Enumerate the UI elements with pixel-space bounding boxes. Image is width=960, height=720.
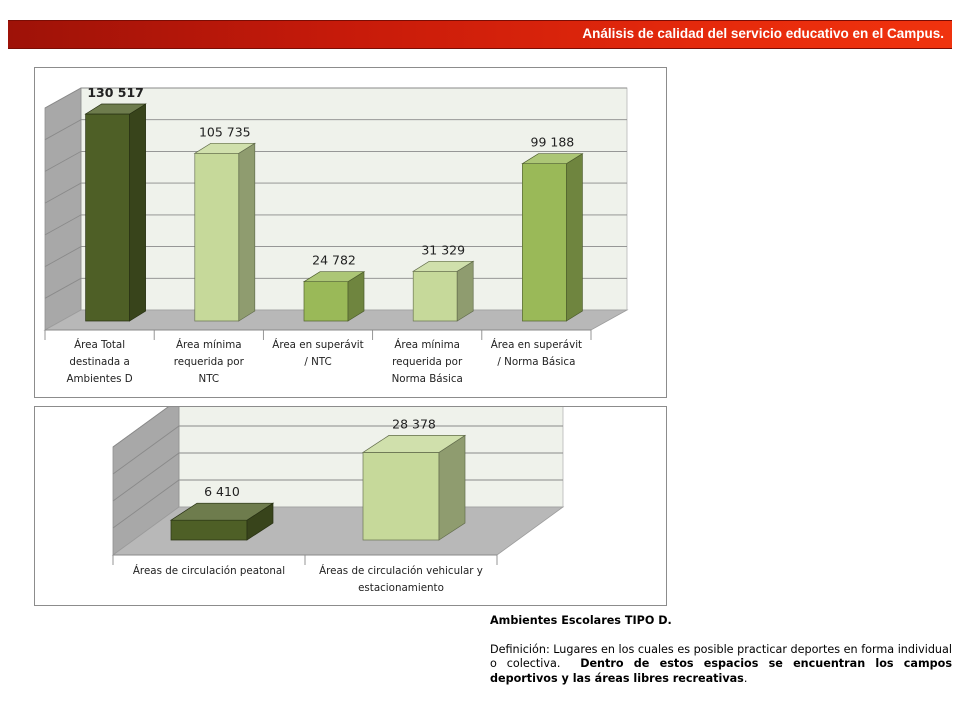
bar-side xyxy=(129,103,146,322)
category-label: NTC xyxy=(199,373,220,385)
definition-paragraph: Definición: Lugares en los cuales es pos… xyxy=(490,643,952,687)
circulation-bar-chart-plot: 6 410 Áreas de circulación peatonal 28 378… xyxy=(111,407,565,594)
gridline xyxy=(44,119,627,141)
bar-front xyxy=(362,452,440,541)
data-label: 99 188 xyxy=(531,135,575,150)
bar-top xyxy=(411,260,475,272)
category-label: Ambientes D xyxy=(66,373,132,385)
bar-side xyxy=(456,260,474,322)
bar-front xyxy=(303,281,349,322)
category-label: Área en superávit xyxy=(491,338,582,351)
gridline xyxy=(44,182,627,204)
category-label: / NTC xyxy=(304,356,331,368)
bar-top xyxy=(84,103,147,115)
category-label: / Norma Básica xyxy=(497,356,575,368)
gridline xyxy=(112,407,169,448)
side-wall xyxy=(44,87,82,331)
page-title: Análisis de calidad del servicio educati… xyxy=(582,26,944,41)
definition-text: Definición: Lugares en los cuales es pos… xyxy=(490,642,952,671)
header-bar: Análisis de calidad del servicio educati… xyxy=(8,20,952,49)
bar-side xyxy=(238,142,256,322)
gridline xyxy=(44,214,627,236)
gridline xyxy=(44,150,627,172)
category-label: Norma Básica xyxy=(392,373,463,385)
bar-front xyxy=(522,163,567,322)
bar-front xyxy=(194,152,240,322)
definition-heading: Ambientes Escolares TIPO D. xyxy=(490,614,672,627)
area-bar-chart-plot: 130 517 Área Total destinada a Ambientes D 1… xyxy=(43,85,629,385)
bar-side xyxy=(566,153,583,322)
category-label: requerida por xyxy=(392,356,463,368)
category-label: destinada a xyxy=(69,356,129,368)
gridline xyxy=(112,425,563,475)
category-label: Área mínima xyxy=(176,338,242,351)
data-label: 6 410 xyxy=(204,484,240,499)
bar-front xyxy=(170,519,248,541)
definition-block: Ambientes Escolares TIPO D. Definición: … xyxy=(490,614,952,686)
category-label: requerida por xyxy=(174,356,245,368)
bar-front xyxy=(412,270,458,322)
data-label: 130 517 xyxy=(87,85,144,100)
data-label: 24 782 xyxy=(312,253,356,268)
category-label: Área en superávit xyxy=(272,338,363,351)
category-label: Área Total xyxy=(74,338,125,351)
circulation-bar-chart: 6 410 Áreas de circulación peatonal 28 378… xyxy=(34,406,667,606)
data-label: 28 378 xyxy=(392,416,436,431)
bar-top xyxy=(193,142,257,154)
area-bar-chart: 130 517 Área Total destinada a Ambientes D 1… xyxy=(34,67,667,398)
bar-top xyxy=(521,153,584,165)
definition-text-bold: Dentro de estos espacios se encuentran l… xyxy=(490,657,952,685)
bar-top xyxy=(361,435,467,453)
gridline xyxy=(44,246,627,267)
bar-top xyxy=(302,271,366,283)
bar-side xyxy=(438,434,466,541)
data-label: 31 329 xyxy=(421,242,465,257)
bar-top xyxy=(169,502,275,521)
category-label: Área mínima xyxy=(394,338,460,351)
definition-text-end: . xyxy=(743,671,748,685)
category-label: Áreas de circulación vehicular y xyxy=(319,564,483,577)
data-label: 105 735 xyxy=(199,124,251,139)
category-label: Áreas de circulación peatonal xyxy=(133,564,285,577)
category-label: estacionamiento xyxy=(358,582,444,594)
gridline xyxy=(44,87,627,109)
bar-front xyxy=(85,113,130,322)
